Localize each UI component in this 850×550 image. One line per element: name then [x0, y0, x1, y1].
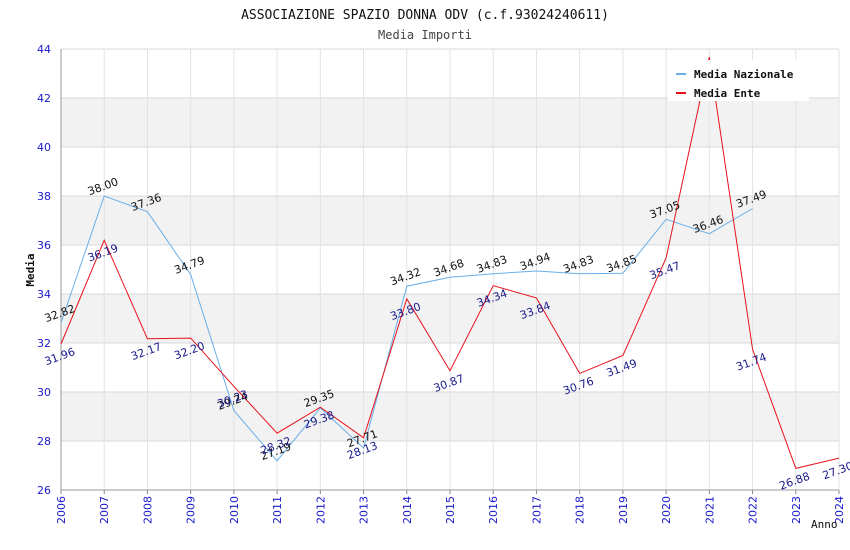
x-tick-label: 2021 [703, 496, 716, 524]
legend-label: Media Ente [694, 87, 761, 100]
y-tick-label: 44 [37, 43, 51, 56]
x-tick-label: 2011 [271, 496, 284, 524]
legend-label: Media Nazionale [694, 68, 794, 81]
y-tick-label: 38 [37, 190, 51, 203]
y-tick-label: 28 [37, 435, 51, 448]
data-label: 35.47 [648, 259, 682, 282]
x-axis-label: Anno [811, 518, 838, 531]
axes: 26 28 30 32 34 36 38 40 42 44 2006 2007 2008 2009 2010… [37, 43, 846, 524]
series-line-media-ente [60, 56, 840, 469]
x-tick-label: 2006 [55, 496, 68, 524]
legend: Media Nazionale Media Ente [668, 60, 809, 101]
y-tick-label: 30 [37, 386, 51, 399]
data-label: 38.00 [86, 175, 120, 198]
x-tick-label: 2008 [141, 496, 154, 524]
y-axis-label: Media [24, 253, 37, 286]
x-tick-label: 2017 [530, 496, 543, 524]
x-tick-label: 2013 [358, 496, 371, 524]
y-tick-label: 34 [37, 288, 51, 301]
y-tick-label: 40 [37, 141, 51, 154]
series-line-media-nazionale [60, 195, 753, 462]
x-tick-label: 2015 [444, 496, 457, 524]
x-tick-label: 2016 [487, 496, 500, 524]
data-label: 34.83 [475, 253, 509, 276]
y-tick-label: 42 [37, 92, 51, 105]
x-tick-label: 2018 [574, 496, 587, 524]
data-label: 34.85 [605, 252, 639, 275]
chart-subtitle: Media Importi [378, 28, 472, 42]
legend-box [668, 60, 809, 101]
data-label: 31.74 [734, 351, 768, 374]
x-tick-label: 2022 [747, 496, 760, 524]
x-tick-label: 2009 [185, 496, 198, 524]
y-tick-label: 36 [37, 239, 51, 252]
x-tick-label: 2012 [314, 496, 327, 524]
data-label: 27.30 [821, 459, 850, 482]
data-label: 34.83 [561, 253, 595, 276]
x-tick-label: 2023 [790, 496, 803, 524]
y-tick-label: 26 [37, 484, 51, 497]
x-tick-label: 2010 [228, 496, 241, 524]
data-label: 26.88 [778, 470, 812, 493]
y-tick-label: 32 [37, 337, 51, 350]
x-tick-label: 2024 [833, 496, 846, 524]
data-label: 31.49 [605, 357, 639, 380]
data-label: 34.32 [389, 265, 423, 288]
x-tick-label: 2019 [617, 496, 630, 524]
x-tick-label: 2014 [401, 496, 414, 524]
chart-title: ASSOCIAZIONE SPAZIO DONNA ODV (c.f.93024… [241, 8, 609, 23]
x-tick-label: 2007 [98, 496, 111, 524]
series-lines [60, 56, 840, 469]
x-tick-label: 2020 [660, 496, 673, 524]
data-label: 34.94 [518, 250, 552, 273]
data-label: 30.87 [432, 372, 466, 395]
